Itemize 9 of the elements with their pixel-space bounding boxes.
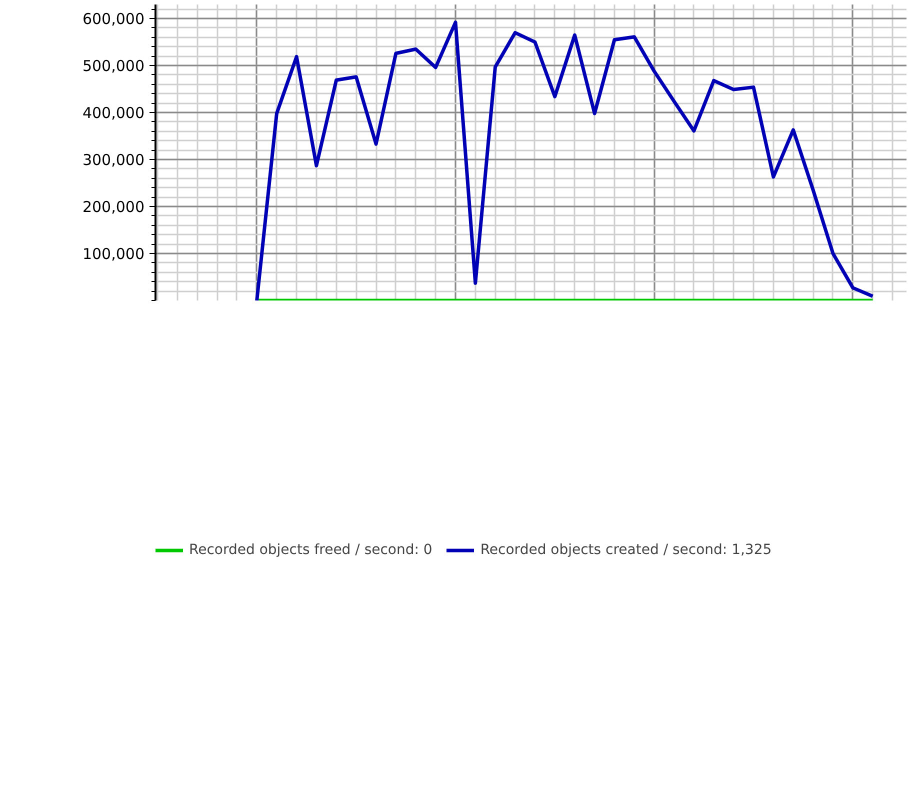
y-tick-label: 100,000 — [82, 245, 144, 264]
line-series — [255, 20, 874, 300]
legend-label: Recorded objects created / second: 1,325 — [480, 542, 772, 558]
y-tick-label: 500,000 — [82, 57, 144, 76]
y-tick-label: 600,000 — [82, 10, 144, 28]
y-tick-label: 400,000 — [82, 104, 144, 122]
legend-label: Recorded objects freed / second: 0 — [189, 542, 432, 558]
y-tick-label: 300,000 — [82, 151, 144, 170]
y-tick-label: 200,000 — [82, 198, 144, 216]
